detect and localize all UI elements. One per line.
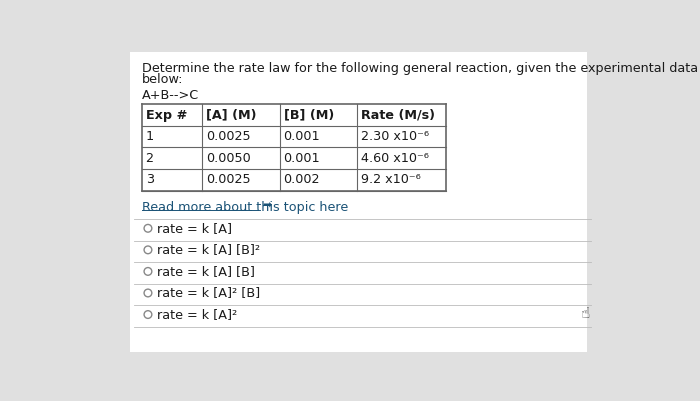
Text: 3: 3: [146, 173, 154, 186]
Text: 0.001: 0.001: [284, 152, 320, 165]
Circle shape: [144, 225, 152, 232]
Text: 2.30 x10⁻⁶: 2.30 x10⁻⁶: [361, 130, 429, 143]
Text: 0.001: 0.001: [284, 130, 320, 143]
Text: 0.0050: 0.0050: [206, 152, 251, 165]
Text: ☝: ☝: [580, 306, 589, 321]
Text: A+B-->C: A+B-->C: [141, 89, 199, 102]
Text: 9.2 x10⁻⁶: 9.2 x10⁻⁶: [361, 173, 421, 186]
Text: rate = k [A]² [B]: rate = k [A]² [B]: [158, 286, 260, 300]
Text: rate = k [A] [B]²: rate = k [A] [B]²: [158, 243, 260, 256]
Circle shape: [144, 289, 152, 297]
Text: [A] (M): [A] (M): [206, 109, 257, 122]
Text: below:: below:: [141, 73, 183, 86]
Text: rate = k [A] [B]: rate = k [A] [B]: [158, 265, 255, 278]
FancyBboxPatch shape: [130, 52, 587, 352]
Text: 4.60 x10⁻⁶: 4.60 x10⁻⁶: [361, 152, 429, 165]
Text: 1: 1: [146, 130, 154, 143]
Text: ➡: ➡: [262, 200, 272, 210]
Text: rate = k [A]²: rate = k [A]²: [158, 308, 237, 321]
Text: Read more about this topic here: Read more about this topic here: [141, 201, 348, 215]
Text: Exp #: Exp #: [146, 109, 187, 122]
Text: 0.0025: 0.0025: [206, 130, 251, 143]
Text: Determine the rate law for the following general reaction, given the experimenta: Determine the rate law for the following…: [141, 62, 700, 75]
Text: [B] (M): [B] (M): [284, 109, 334, 122]
Text: rate = k [A]: rate = k [A]: [158, 222, 232, 235]
Text: 0.002: 0.002: [284, 173, 320, 186]
Circle shape: [144, 267, 152, 275]
Text: 2: 2: [146, 152, 153, 165]
Circle shape: [144, 246, 152, 254]
Circle shape: [144, 311, 152, 318]
Text: 0.0025: 0.0025: [206, 173, 251, 186]
Text: Rate (M/s): Rate (M/s): [361, 109, 435, 122]
